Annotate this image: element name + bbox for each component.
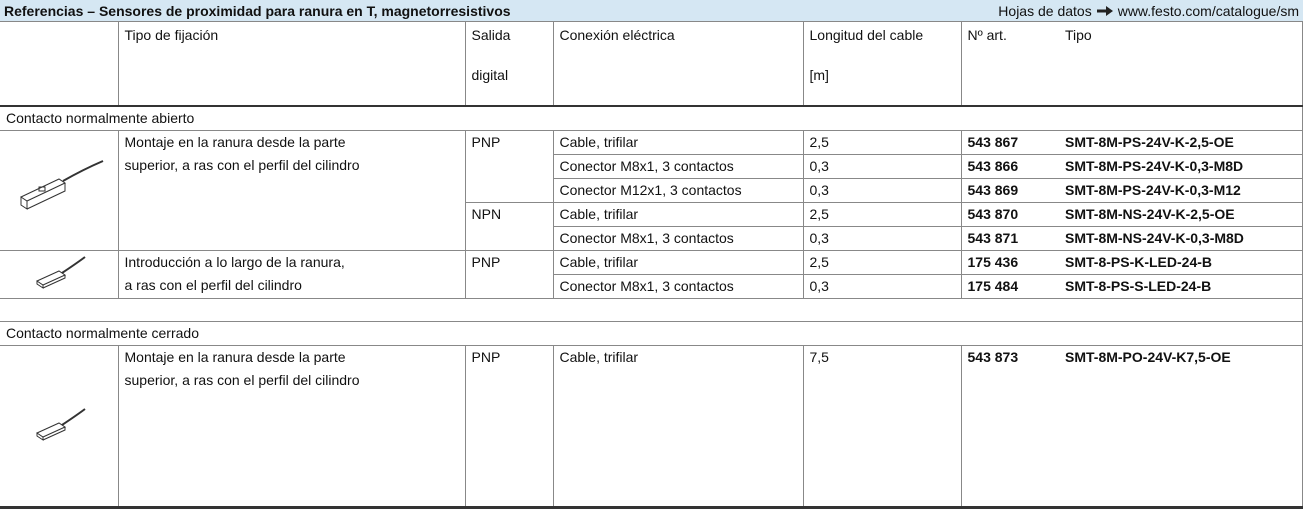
column-header-line: Nº art. [967,27,1007,43]
part-number: 175 436 [960,250,1059,275]
product-image [0,250,119,299]
variant-row: Montaje en la ranura desde la parte super… [0,345,1303,509]
cable-length: 0,3 [802,154,962,179]
sensor-icon [19,160,104,210]
title-band: Referencias – Sensores de proximidad par… [0,0,1303,22]
part-number: 543 870 [960,202,1059,227]
section-label: Contacto normalmente cerrado [0,321,1303,346]
column-header-line: digital [471,67,509,83]
column-header-line: Conexión eléctrica [559,27,675,43]
type-code: SMT-8-PS-K-LED-24-B [1059,250,1303,275]
part-number: 175 484 [960,274,1059,299]
connection: Cable, trifilar [552,345,804,509]
column-header-line: [m] [809,67,829,83]
column-header-line: Tipo [1065,27,1092,43]
column-header: Salida digital [464,22,554,107]
column-header: Conexión eléctrica [552,22,804,107]
part-number: 543 873 [960,345,1059,509]
mounting-type: Montaje en la ranura desde la parte super… [117,345,466,509]
part-number: 543 866 [960,154,1059,179]
title: Referencias – Sensores de proximidad par… [4,2,511,19]
connection: Cable, trifilar [552,250,804,275]
product-image [0,130,119,251]
part-number: 543 867 [960,130,1059,155]
spacer-cell [0,298,1303,322]
type-code: SMT-8M-PS-24V-K-0,3-M12 [1059,178,1303,203]
connection: Conector M8x1, 3 contactos [552,274,804,299]
section-row: Contacto normalmente abierto [0,105,1303,131]
digital-output: PNP [464,130,554,203]
column-header: Longitud del cable [m] [802,22,962,107]
column-header: Nº art. [960,22,1059,107]
type-code: SMT-8M-PO-24V-K7,5-OE [1059,345,1303,509]
variant-row: Montaje en la ranura desde la parte super… [0,130,1303,251]
mounting-line: Montaje en la ranura desde la parte [124,349,346,365]
column-header-line: Salida [471,27,511,43]
connection: Cable, trifilar [552,130,804,155]
variant-row: Conector M8x1, 3 contactos 0,3 543 866 SMT-… [0,154,1303,179]
variant-row: Conector M12x1, 3 contactos 0,3 543 869 SMT… [0,178,1303,203]
header-row: Tipo de fijación Salida digital Conexión el… [0,22,1303,107]
datasheet-url[interactable]: www.festo.com/catalogue/sm [1117,2,1299,19]
part-number: 543 869 [960,178,1059,203]
arrow-icon [1096,5,1113,16]
mounting-line: superior, a ras con el perfil del cilind… [124,157,360,173]
type-code: SMT-8M-PS-24V-K-0,3-M8D [1059,154,1303,179]
section-row: Contacto normalmente cerrado [0,321,1303,346]
cable-length: 7,5 [802,345,962,509]
mounting-line: Montaje en la ranura desde la parte [124,134,346,150]
spacer-row [0,298,1303,322]
cable-length: 0,3 [802,178,962,203]
type-code: SMT-8-PS-S-LED-24-B [1059,274,1303,299]
type-code: SMT-8M-NS-24V-K-0,3-M8D [1059,226,1303,251]
column-header: Tipo [1059,22,1303,107]
mounting-line: superior, a ras con el perfil del cilind… [124,372,360,388]
part-number: 543 871 [960,226,1059,251]
product-image [0,345,119,509]
connection: Cable, trifilar [552,202,804,227]
column-header-line: Longitud del cable [809,27,924,43]
cable-length: 2,5 [802,202,962,227]
variant-row: Introducción a lo largo de la ranura, a r… [0,250,1303,299]
cable-length: 2,5 [802,250,962,275]
variant-row: NPN Cable, trifilar 2,5 543 870 SMT-8M-NS-24… [0,202,1303,251]
type-code: SMT-8M-PS-24V-K-2,5-OE [1059,130,1303,155]
cable-length: 0,3 [802,226,962,251]
datasheet-label: Hojas de datos [998,2,1092,19]
mounting-type: Introducción a lo largo de la ranura, a r… [117,250,466,299]
digital-output: NPN [464,202,554,251]
datasheet-link[interactable]: Hojas de datos www.festo.com/catalogue/s… [998,3,1299,19]
type-code: SMT-8M-NS-24V-K-2,5-OE [1059,202,1303,227]
mounting-line: a ras con el perfil del cilindro [124,277,302,293]
connection: Conector M8x1, 3 contactos [552,154,804,179]
sensor-icon [35,256,86,289]
section-label: Contacto normalmente abierto [0,105,1303,131]
column-header-line: Tipo de fijación [124,27,219,43]
connection: Conector M12x1, 3 contactos [552,178,804,203]
column-header: Tipo de fijación [117,22,466,107]
cable-length: 2,5 [802,130,962,155]
mounting-type: Montaje en la ranura desde la parte super… [117,130,466,251]
digital-output: PNP [464,345,554,509]
header-cell [0,22,119,107]
cable-length: 0,3 [802,274,962,299]
connection: Conector M8x1, 3 contactos [552,226,804,251]
digital-output: PNP [464,250,554,299]
reference-table: Tipo de fijación Salida digital Conexión el… [0,22,1303,509]
mounting-line: Introducción a lo largo de la ranura, [124,254,345,270]
sensor-icon [35,407,86,441]
